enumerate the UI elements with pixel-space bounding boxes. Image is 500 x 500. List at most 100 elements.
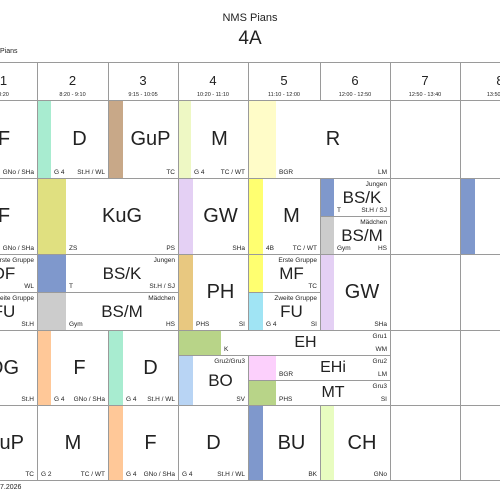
- group: Gru2/Gru3: [214, 358, 245, 365]
- room: BGR: [279, 169, 294, 176]
- room: G 2: [41, 471, 52, 478]
- teacher: SI: [238, 321, 245, 328]
- room: Gym: [337, 245, 351, 252]
- room: G 4: [54, 396, 65, 403]
- subject-color: [38, 255, 66, 292]
- lesson-cell: BS/M Gym HS Mädchen: [37, 292, 179, 331]
- room: G 4: [182, 471, 193, 478]
- teacher: TC / WT: [292, 245, 317, 252]
- teacher: LM: [377, 371, 387, 378]
- subject-color: [38, 101, 51, 178]
- period-number: 3: [139, 73, 147, 88]
- teacher: SV: [236, 396, 245, 403]
- lesson-cell: R BGR LM: [248, 100, 391, 179]
- subject-color: [249, 255, 263, 292]
- subject: BS/K: [102, 264, 142, 283]
- subject: R: [325, 128, 341, 150]
- teacher: GNo / SHa: [73, 396, 105, 403]
- subject-color: [179, 255, 193, 330]
- subject-color: [249, 179, 263, 254]
- group: Erste Gruppe: [278, 257, 317, 264]
- lesson-cell: MT PHS SI Gru3: [248, 380, 391, 406]
- lesson-cell: D G 4 St.H / WL: [178, 405, 249, 481]
- room: ZS: [69, 245, 78, 252]
- subject-color: [249, 381, 276, 405]
- subject: D: [206, 432, 221, 454]
- subject-color: [109, 331, 123, 405]
- room: PHS: [196, 321, 210, 328]
- period-number: 7: [421, 73, 429, 88]
- subject-color: [38, 331, 51, 405]
- group: Jungen: [365, 181, 387, 188]
- group: Jungen: [153, 257, 175, 264]
- lesson-cell: GW SHa: [320, 254, 391, 331]
- teacher: GNo: [373, 471, 387, 478]
- teacher: TC / WT: [220, 169, 245, 176]
- lesson-cell: M G 4 TC / WT: [178, 100, 249, 179]
- subject: F: [144, 432, 157, 454]
- lesson-cell: CH GNo: [320, 405, 391, 481]
- lesson-cell: MF TC Erste Gruppe: [248, 254, 321, 293]
- teacher: TC: [308, 283, 317, 290]
- location: Pians: [0, 48, 18, 55]
- lesson-cell: BU BK: [248, 405, 321, 481]
- teacher: HS: [165, 321, 175, 328]
- subject: GW: [344, 281, 380, 303]
- teacher: St.H: [21, 396, 34, 403]
- footer-date: 7.2026: [0, 484, 22, 491]
- period-time: 10:20 - 11:10: [196, 92, 229, 98]
- subject: CH: [347, 432, 377, 454]
- lesson-cell: DG St.H: [0, 330, 38, 406]
- subject: DG: [0, 357, 19, 379]
- lesson-cell: GuP TC: [108, 100, 179, 179]
- teacher: BK: [308, 471, 317, 478]
- school-name: NMS Pians: [222, 12, 278, 24]
- room: G 4: [194, 169, 205, 176]
- teacher: TC: [25, 471, 34, 478]
- teacher: St.H / WL: [147, 396, 175, 403]
- lesson-cell: F G 4 GNo / SHa: [108, 405, 179, 481]
- period-time: 12:00 - 12:50: [338, 92, 372, 98]
- subject: BU: [277, 432, 306, 454]
- subject-color: [249, 406, 263, 480]
- period-number: 2: [68, 73, 77, 88]
- group: Zweite Gruppe: [0, 295, 34, 302]
- lesson-cell: F GNo / SHa: [0, 100, 38, 179]
- lesson-cell: GW SHa: [178, 178, 249, 255]
- subject-color: [179, 356, 193, 405]
- grid-line: [0, 62, 500, 63]
- lesson-cell: DF WL Erste Gruppe: [0, 254, 38, 293]
- group: Mädchen: [360, 219, 387, 226]
- group: Gru2: [372, 358, 387, 365]
- period-time: 12:50 - 13:40: [408, 92, 442, 98]
- subject: F: [0, 128, 37, 151]
- group: Erste Gruppe: [0, 257, 34, 264]
- period-number: 4: [209, 73, 217, 88]
- period-number: 8: [496, 73, 500, 88]
- period-time: 9:15 - 10:05: [128, 92, 158, 98]
- subject: PH: [206, 281, 235, 303]
- grid-line: [460, 62, 461, 480]
- teacher: SHa: [374, 321, 387, 328]
- lesson-cell: D G 4 St.H / WL: [37, 100, 109, 179]
- subject: MF: [279, 264, 304, 283]
- room: Gym: [69, 321, 83, 328]
- subject-color: [38, 293, 66, 330]
- period-time: 8:20 - 9:10: [59, 92, 86, 98]
- class-name: 4A: [238, 28, 262, 49]
- teacher: LM: [377, 169, 387, 176]
- period-time: 13:50 - 14:: [486, 92, 500, 98]
- lesson-cell: D G 4 St.H / WL: [108, 330, 179, 406]
- teacher: SHa: [232, 245, 245, 252]
- room: G 4: [126, 396, 137, 403]
- teacher: TC: [166, 169, 175, 176]
- subject: BS/K: [342, 188, 382, 207]
- subject: MT: [321, 384, 345, 401]
- teacher: St.H / WL: [217, 471, 245, 478]
- teacher: St.H: [21, 321, 34, 328]
- room: BGR: [279, 371, 294, 378]
- subject: GW: [203, 205, 238, 227]
- subject: B: [475, 205, 500, 228]
- teacher: St.H / SJ: [149, 283, 175, 290]
- subject: BS/M: [101, 302, 143, 321]
